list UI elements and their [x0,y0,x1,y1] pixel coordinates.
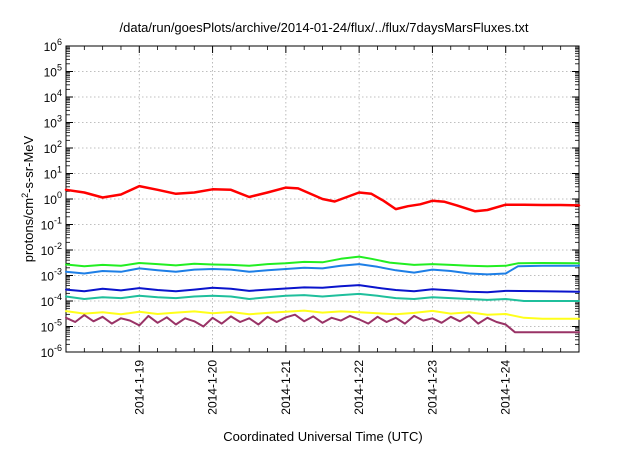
x-axis: 2014-1-19 2014-1-20 2014-1-21 2014-1-22 2014… [83,46,562,415]
chart-title: /data/run/goesPlots/archive/2014-01-24/f… [120,20,529,35]
series-line-0 [64,184,581,213]
y-tick-label-base: 10 [44,66,58,80]
y-tick-label-exp: 4 [57,88,62,98]
y-tick-label-base: 10 [44,168,58,182]
x-tick-label: 2014-1-22 [352,360,366,415]
y-tick-label-base: 10 [44,40,58,54]
series-line-5 [65,309,580,320]
y-tick-label-exp: -2 [54,241,62,251]
series-line-4 [65,292,580,302]
x-tick-label: 2014-1-21 [279,360,293,415]
y-tick-label: 105 [44,63,62,80]
y-tick-label-base: 10 [41,244,55,258]
y-tick-label-base: 10 [44,193,58,207]
y-tick-label-exp: -3 [54,267,62,277]
y-axis-label-base: protons/cm [21,198,36,262]
y-tick-label-exp: 6 [57,37,62,47]
y-tick-label-base: 10 [44,91,58,105]
y-tick-label-exp: 0 [57,190,62,200]
y-tick-label: 10-2 [41,241,62,258]
y-tick-label-exp: 1 [57,165,62,175]
x-tick-label: 2014-1-23 [425,360,439,415]
series-line-2 [65,263,580,276]
y-tick-label: 102 [44,139,62,156]
y-axis-label-sup: 2 [20,193,30,198]
y-tick-label-exp: -1 [54,216,62,226]
y-tick-label: 101 [44,165,62,182]
series-line-1 [65,255,580,268]
y-tick-label-base: 10 [41,346,55,360]
y-tick-label-base: 10 [41,295,55,309]
y-tick-label: 100 [44,190,62,207]
y-tick-label-base: 10 [41,321,55,335]
y-tick-label: 104 [44,88,62,105]
x-tick-label: 2014-1-24 [499,360,513,415]
y-tick-label: 106 [44,37,62,54]
y-tick-label-exp: 5 [57,63,62,73]
y-tick-label-exp: -5 [54,318,62,328]
y-tick-label-base: 10 [44,117,58,131]
y-axis-label-rest: -s-sr-MeV [21,135,36,192]
y-tick-label-exp: -6 [54,343,62,353]
x-tick-label: 2014-1-20 [206,360,220,415]
y-tick-label: 10-3 [41,267,62,284]
y-tick-label: 103 [44,114,62,131]
y-tick-label: 10-6 [41,343,62,360]
series-line-6 [65,313,580,334]
y-tick-label-base: 10 [44,142,58,156]
y-tick-label-exp: 3 [57,114,62,124]
x-axis-label: Coordinated Universal Time (UTC) [223,429,422,444]
y-tick-label-exp: -4 [54,292,62,302]
series-line-3 [65,284,580,294]
y-axis: 10610510410310210110010-110-210-310-410-… [41,37,579,360]
x-tick-label: 2014-1-19 [132,360,146,415]
series-lines [64,184,581,334]
y-axis-label: protons/cm2-s-sr-MeV [20,135,36,262]
y-tick-label-base: 10 [41,270,55,284]
y-tick-label: 10-4 [41,292,62,309]
y-tick-label-exp: 2 [57,139,62,149]
y-tick-label: 10-5 [41,318,62,335]
y-tick-label-base: 10 [41,219,55,233]
y-tick-label: 10-1 [41,216,62,233]
